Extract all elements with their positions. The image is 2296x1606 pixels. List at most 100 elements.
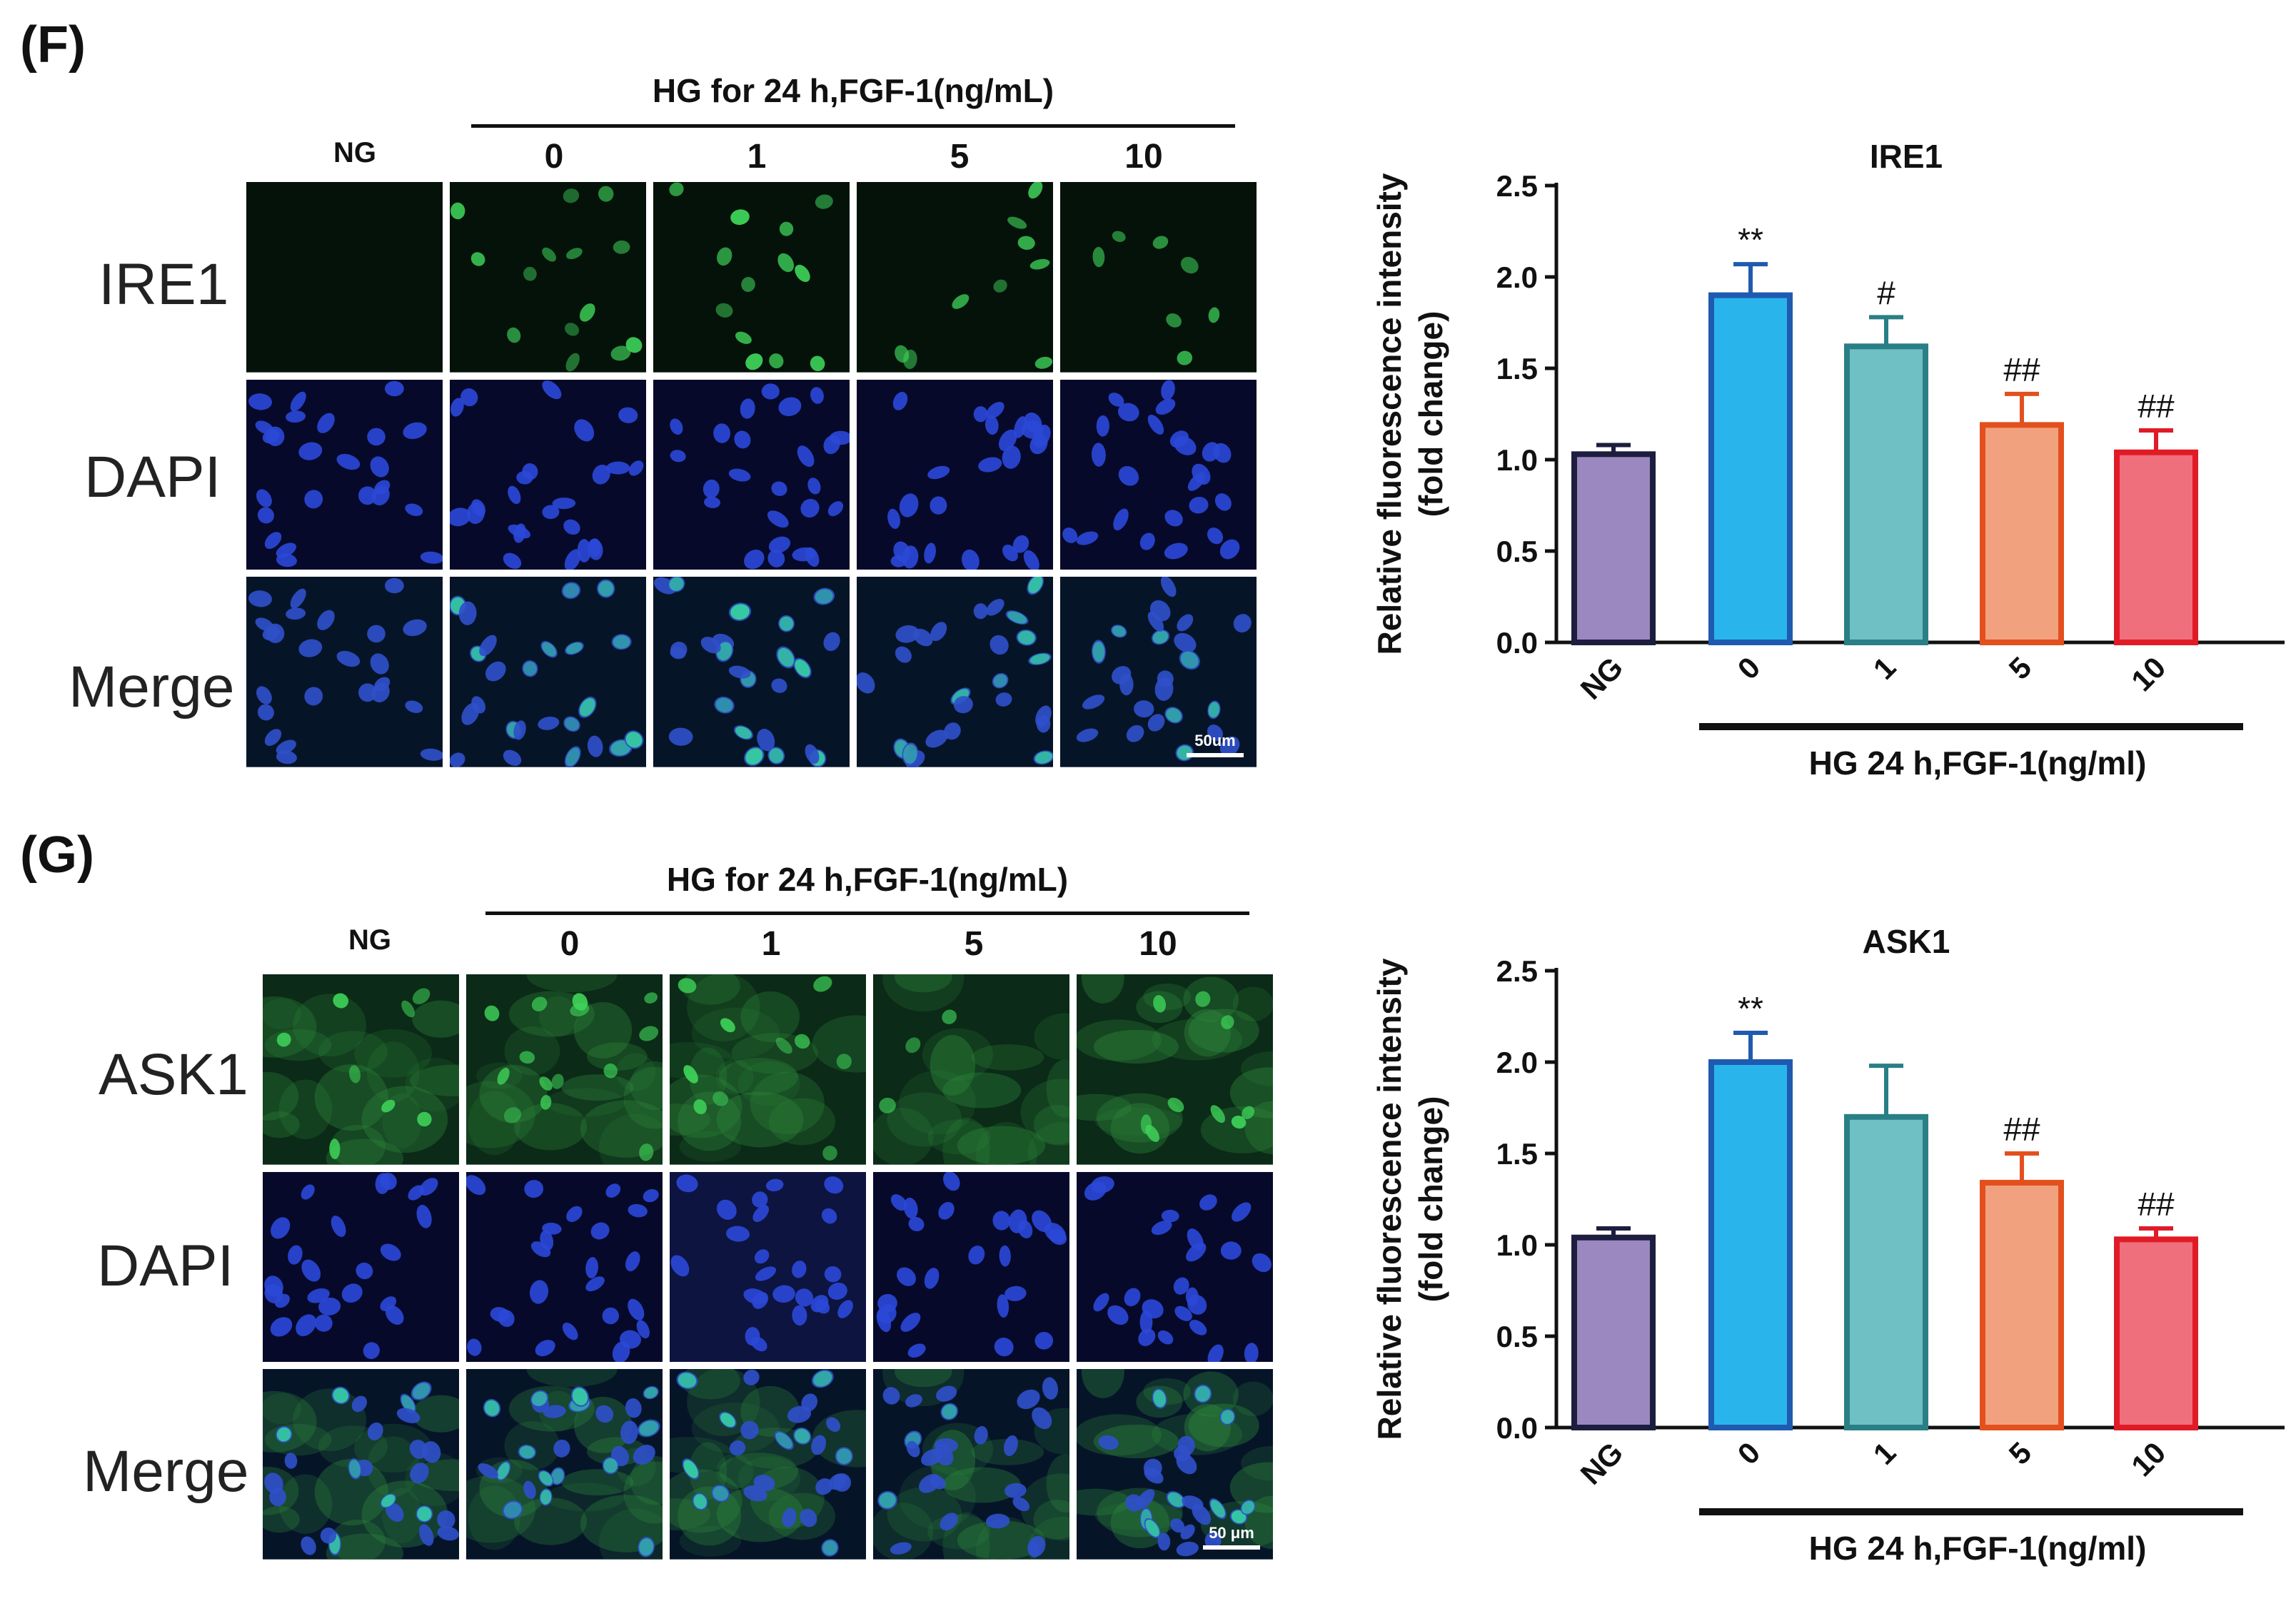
micrograph-dapi-2 — [653, 379, 850, 570]
micrograph-dapi-0 — [263, 1171, 459, 1363]
micrograph-green-1 — [466, 974, 663, 1165]
micrograph-dapi-3 — [857, 379, 1053, 570]
micrograph-merge-3 — [873, 1369, 1069, 1560]
y-axis-label-2: (fold change) — [1412, 1096, 1449, 1303]
bar-1 — [1844, 1113, 1928, 1430]
micrograph-merge-1 — [466, 1369, 663, 1560]
column-label-0: 0 — [544, 138, 564, 176]
x-tick-label: NG — [1574, 650, 1630, 706]
y-tick-label: 2.0 — [1496, 261, 1538, 294]
header-underline — [471, 124, 1235, 128]
chart-title: ASK1 — [1863, 923, 1950, 960]
x-tick-label: NG — [1574, 1435, 1630, 1491]
micrograph-merge-3 — [857, 577, 1053, 767]
bar-5 — [1980, 422, 2064, 645]
micrograph-merge-1 — [450, 577, 646, 767]
micrograph-merge-0 — [263, 1369, 459, 1560]
micrograph-dapi-3 — [873, 1171, 1069, 1363]
micrograph-dapi-4 — [1077, 1171, 1273, 1363]
micrograph-merge-4: 50 μm — [1077, 1369, 1273, 1560]
micrograph-green-2 — [670, 974, 866, 1165]
panel-g: (G) HG for 24 h,FGF-1(ng/mL) NG 0 1 5 10… — [0, 803, 2296, 1606]
y-tick-label: 0.0 — [1496, 626, 1538, 660]
scale-bar — [1203, 1545, 1260, 1550]
micrograph-green-0 — [246, 182, 443, 373]
panel-f: (F) HG for 24 h,FGF-1(ng/mL) NG 0 1 5 10… — [20, 16, 2285, 782]
micrograph-dapi-1 — [450, 379, 646, 570]
column-label-5: 5 — [950, 138, 970, 176]
bar-0 — [1708, 1059, 1793, 1430]
micrograph-dapi-2 — [670, 1171, 866, 1363]
x-tick-label: 0 — [1731, 650, 1767, 686]
micrograph-green-4 — [1060, 182, 1257, 373]
micrograph-grid: 50um — [246, 182, 1257, 767]
scale-bar-label: 50um — [1194, 731, 1236, 749]
micrograph-merge-0 — [246, 577, 443, 767]
significance-mark: # — [1877, 274, 1895, 311]
micrograph-merge-2 — [653, 577, 850, 767]
header-underline — [485, 911, 1249, 915]
bar-0 — [1708, 292, 1793, 645]
x-tick-label: 5 — [2003, 650, 2038, 686]
x-tick-label: 1 — [1867, 1435, 1903, 1471]
panel-label: (F) — [20, 16, 86, 74]
row-label-dapi: DAPI — [97, 1233, 234, 1298]
group-label: HG 24 h,FGF-1(ng/ml) — [1809, 744, 2147, 782]
bar-chart-ire1: IRE1 Relative fluorescence intensity (fold… — [1371, 138, 2285, 782]
significance-mark: ## — [2138, 1186, 2175, 1223]
x-tick-label: 10 — [2125, 1435, 2172, 1483]
y-tick-label: 1.5 — [1496, 352, 1538, 385]
scale-bar — [1187, 752, 1244, 757]
y-tick-label: 0.0 — [1496, 1411, 1538, 1445]
column-label-1: 1 — [761, 925, 781, 963]
micrograph-header: HG for 24 h,FGF-1(ng/mL) — [652, 72, 1054, 109]
column-label-ng: NG — [333, 137, 376, 168]
significance-mark: ** — [1738, 221, 1763, 258]
micrograph-green-0 — [263, 974, 459, 1165]
bar-10 — [2114, 449, 2198, 645]
panel-label: (G) — [20, 827, 94, 884]
chart-title: IRE1 — [1870, 138, 1943, 175]
y-tick-label: 1.0 — [1496, 443, 1538, 477]
micrograph-dapi-4 — [1060, 379, 1257, 570]
micrograph-green-3 — [857, 182, 1053, 373]
bar-NG — [1571, 1234, 1656, 1430]
y-axis-label: Relative fluorescence intensity — [1371, 958, 1408, 1440]
column-label-10: 10 — [1139, 925, 1177, 963]
micrograph-green-4 — [1077, 974, 1273, 1165]
x-tick-label: 10 — [2125, 650, 2172, 697]
column-label-0: 0 — [560, 925, 580, 963]
column-label-10: 10 — [1124, 138, 1163, 176]
x-tick-label: 1 — [1867, 650, 1903, 686]
row-label-ire1: IRE1 — [99, 252, 229, 317]
y-axis-label: Relative fluorescence intensity — [1371, 173, 1408, 655]
column-label-5: 5 — [964, 925, 984, 963]
micrograph-green-3 — [873, 974, 1069, 1165]
micrograph-grid: 50 μm — [263, 974, 1273, 1560]
x-tick-label: 5 — [2003, 1435, 2038, 1471]
significance-mark: ## — [2138, 388, 2175, 425]
micrograph-green-2 — [653, 182, 850, 373]
significance-mark: ## — [2003, 1111, 2040, 1148]
y-tick-label: 2.5 — [1496, 954, 1538, 988]
column-label-1: 1 — [747, 138, 767, 176]
y-tick-label: 0.5 — [1496, 1320, 1538, 1353]
micrograph-dapi-1 — [466, 1171, 663, 1363]
micrograph-merge-2 — [670, 1369, 866, 1560]
y-tick-label: 1.5 — [1496, 1137, 1538, 1171]
micrograph-dapi-0 — [246, 379, 443, 570]
bar-chart-ask1: ASK1 Relative fluorescence intensity (fold… — [1371, 923, 2285, 1567]
y-tick-label: 2.0 — [1496, 1046, 1538, 1079]
micrograph-green-1 — [450, 182, 646, 373]
y-tick-label: 0.5 — [1496, 535, 1538, 568]
group-label: HG 24 h,FGF-1(ng/ml) — [1809, 1530, 2147, 1567]
significance-mark: ## — [2003, 351, 2040, 388]
column-label-ng: NG — [348, 924, 391, 956]
scale-bar-label: 50 μm — [1209, 1523, 1254, 1542]
row-label-dapi: DAPI — [84, 445, 221, 510]
y-tick-label: 1.0 — [1496, 1228, 1538, 1262]
bar-5 — [1980, 1179, 2064, 1430]
bar-NG — [1571, 451, 1656, 645]
micrograph-merge-4: 50um — [1060, 577, 1257, 767]
y-tick-label: 2.5 — [1496, 169, 1538, 203]
